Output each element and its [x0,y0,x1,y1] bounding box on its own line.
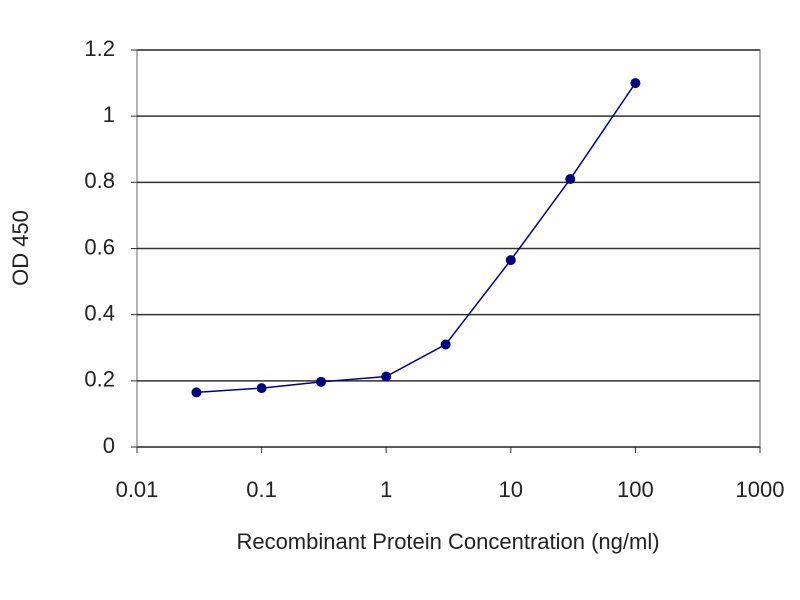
data-point [381,371,392,382]
data-point [256,383,267,394]
x-tick-label: 0.01 [116,477,159,502]
x-tick-label: 1000 [736,477,785,502]
x-tick-label: 1 [380,477,392,502]
data-point [630,78,641,89]
y-axis-title: OD 450 [8,210,33,286]
y-tick-label: 1.2 [84,36,115,61]
data-point [191,387,202,398]
x-tick-label: 0.1 [246,477,277,502]
data-point [316,376,327,387]
x-tick-label: 100 [617,477,654,502]
data-point [505,255,516,266]
y-tick-label: 0.6 [84,234,115,259]
x-axis-title: Recombinant Protein Concentration (ng/ml… [236,529,659,554]
y-tick-label: 1 [103,102,115,127]
series-line [196,82,637,394]
y-tick-label: 0.2 [84,367,115,392]
data-point [440,339,451,350]
data-point [565,174,576,185]
y-tick-label: 0.8 [84,168,115,193]
x-tick-label: 10 [499,477,523,502]
y-tick-label: 0 [103,433,115,458]
y-tick-label: 0.4 [84,300,115,325]
